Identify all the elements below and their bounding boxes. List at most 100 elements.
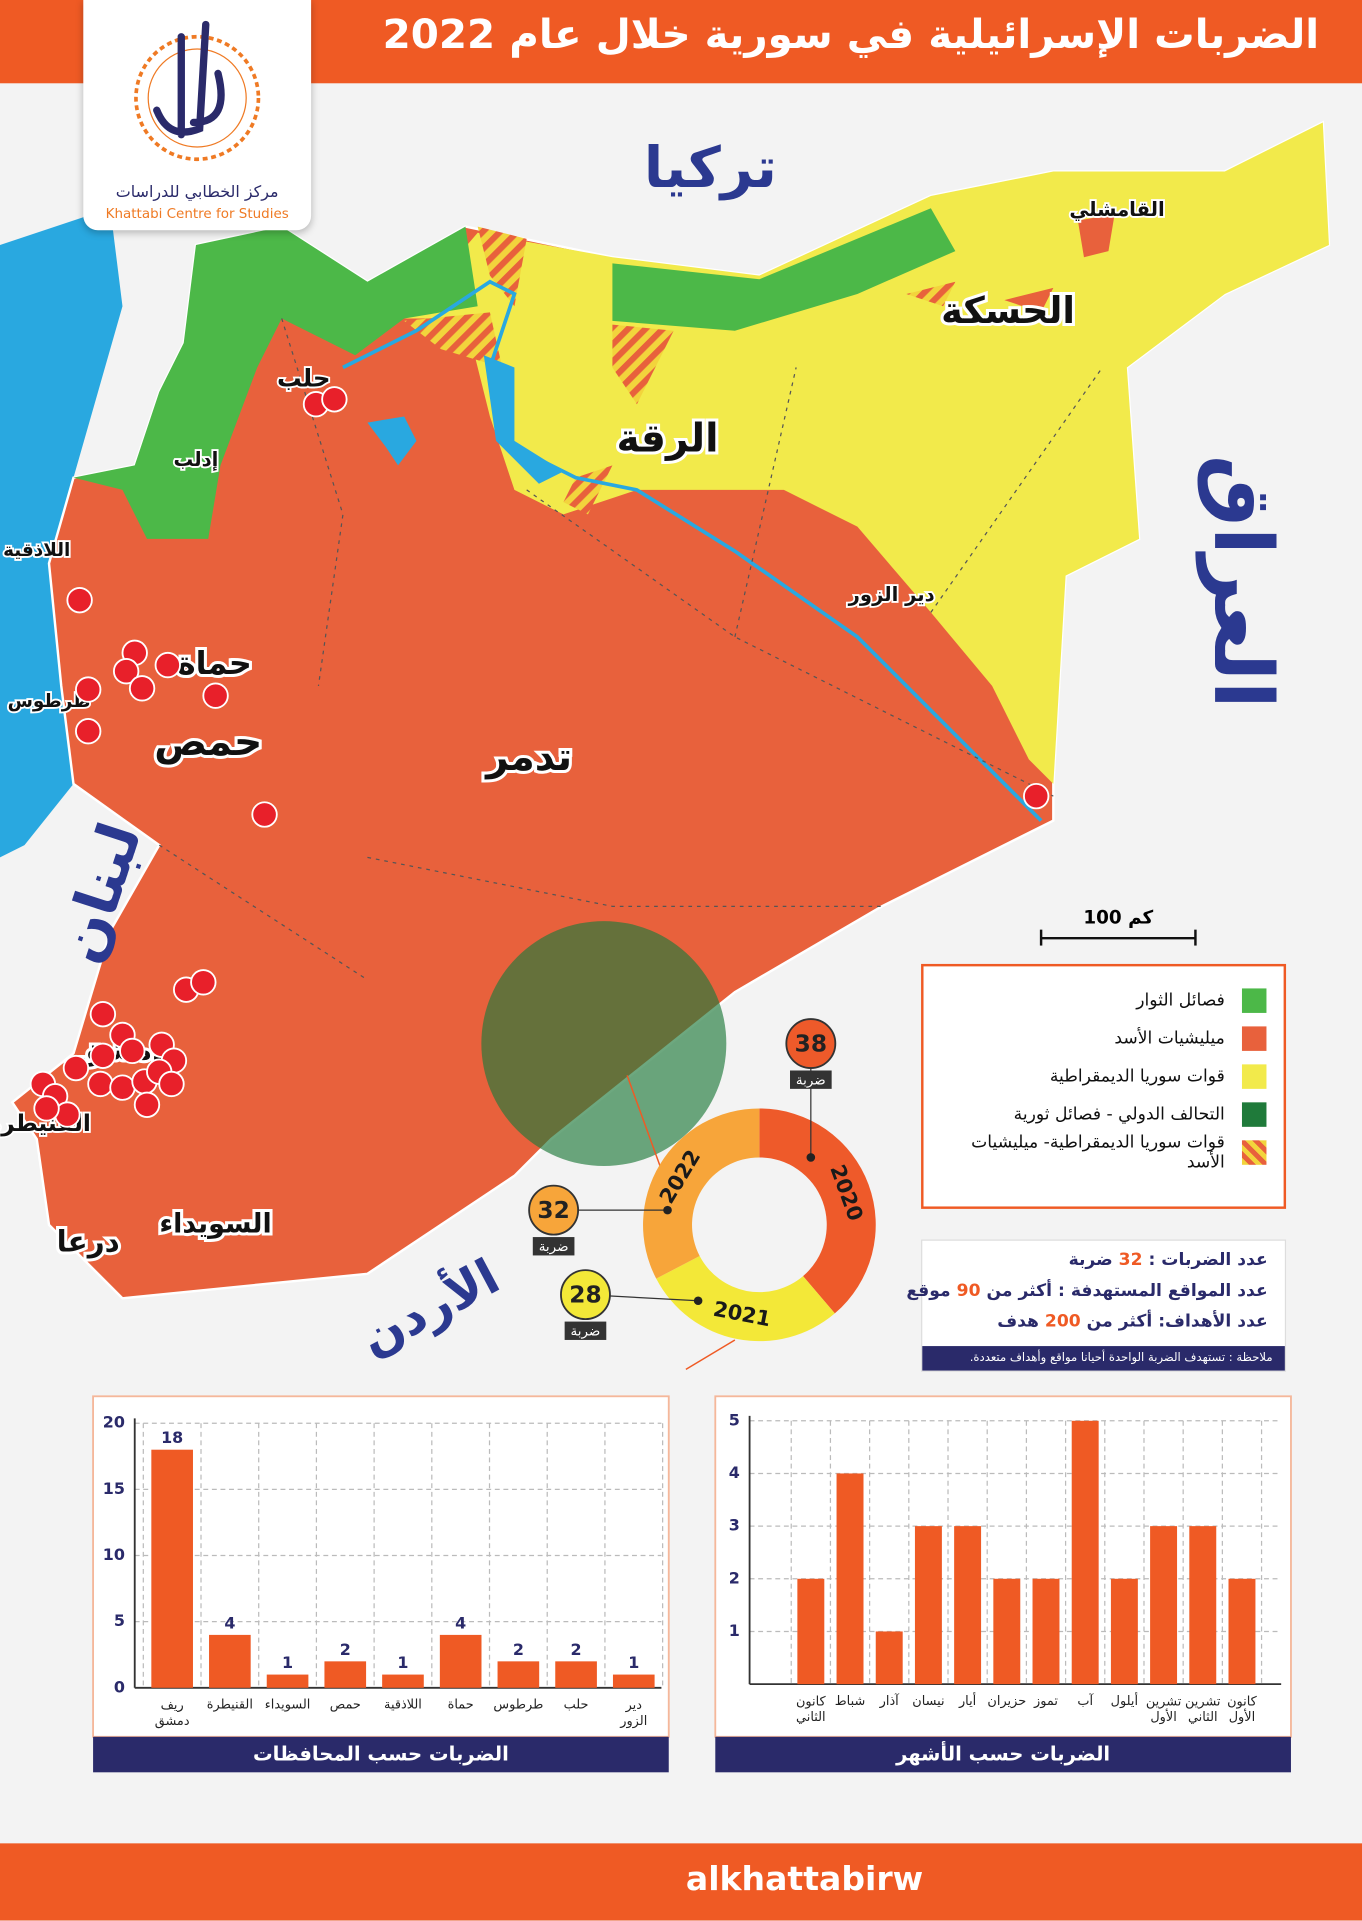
logo-name-ar: مركز الخطابي للدراسات xyxy=(115,183,279,203)
bar xyxy=(1032,1578,1060,1685)
bar xyxy=(324,1661,367,1688)
strike-marker xyxy=(154,651,181,679)
legend-swatch xyxy=(1241,987,1267,1013)
y-tick-label: 10 xyxy=(103,1545,125,1564)
strike-marker xyxy=(112,658,140,685)
city-label: القامشلي xyxy=(1069,198,1164,221)
stat-value: أكثر من 200 هدف xyxy=(997,1311,1153,1332)
x-tick-label: حلب xyxy=(564,1697,589,1712)
data-label: 18 xyxy=(161,1428,183,1447)
strike-marker xyxy=(128,675,156,702)
handle[interactable]: alkhattabirw xyxy=(685,1860,924,1899)
city-label: السويداء xyxy=(159,1208,271,1239)
legend-item: فصائل الثوار xyxy=(941,981,1267,1019)
data-label: 2 xyxy=(513,1640,524,1659)
x-tick-label: حماة xyxy=(448,1697,474,1712)
title-strip xyxy=(715,1736,1291,1773)
legend-item: قوات سوريا الديمقراطية- ميليشيات الأسد xyxy=(941,1133,1267,1172)
y-tick-label: 1 xyxy=(729,1621,740,1640)
bar xyxy=(836,1473,864,1685)
data-label: 1 xyxy=(628,1653,639,1672)
legend-label: فصائل الثوار xyxy=(1136,990,1225,1010)
legend-swatch xyxy=(1241,1140,1267,1165)
bubble xyxy=(785,1018,837,1069)
y-tick-label: 15 xyxy=(103,1479,125,1498)
x-tick-label: نيسان xyxy=(912,1694,944,1709)
bar xyxy=(1189,1526,1217,1685)
strike-marker xyxy=(87,1070,114,1098)
legend-swatch xyxy=(1241,1025,1267,1051)
city-label: الحسكة xyxy=(941,289,1075,332)
bar xyxy=(555,1661,597,1688)
region xyxy=(73,226,478,539)
logo: مركز الخطابي للدراسات Khattabi Centre fo… xyxy=(83,0,312,231)
legend-swatch xyxy=(1241,1101,1267,1127)
bubble xyxy=(528,1184,580,1236)
y-tick-label: 20 xyxy=(103,1413,125,1432)
bar xyxy=(954,1526,982,1685)
note: ملاحظة : تستهدف الضربة الواحدة أحيانا مو… xyxy=(922,1346,1285,1371)
y-tick-label: 2 xyxy=(729,1568,740,1587)
x-tick-label: ريف دمشق xyxy=(155,1697,190,1728)
caption-box xyxy=(564,1321,607,1340)
y-tick-label: 0 xyxy=(114,1677,125,1696)
bar xyxy=(1150,1526,1178,1685)
scale-bar: 100 كم xyxy=(1039,908,1197,946)
bar xyxy=(439,1634,482,1688)
region xyxy=(481,921,727,1167)
bar xyxy=(382,1674,424,1688)
strike-marker xyxy=(190,969,217,996)
city-area xyxy=(1004,214,1115,313)
caption-box xyxy=(790,1070,832,1089)
connector-line xyxy=(626,1075,663,1170)
x-tick-label: حزيران xyxy=(987,1694,1026,1709)
city-label: درعا xyxy=(57,1225,120,1259)
y-tick-label: 5 xyxy=(114,1611,125,1630)
border xyxy=(158,318,1103,981)
strike-marker xyxy=(109,1074,136,1101)
stat-label: عدد الأهداف: xyxy=(1158,1311,1268,1332)
bubble xyxy=(560,1269,611,1321)
x-tick-label: تموز xyxy=(1033,1694,1058,1709)
legend-item: التحالف الدولي - فصائل ثورية xyxy=(941,1095,1267,1133)
legend-label: ميليشيات الأسد xyxy=(1114,1028,1225,1048)
x-tick-label: تشرين الثاني xyxy=(1185,1694,1221,1725)
bar xyxy=(1071,1420,1099,1685)
title-strip xyxy=(93,1736,669,1773)
bar-chart: الضربات حسب الأشهر 1 2 3 4 5 كانون الثاني شباط آذ… xyxy=(714,1395,1292,1773)
data-label: 1 xyxy=(282,1653,293,1672)
legend-item: ميليشيات الأسد xyxy=(941,1019,1267,1057)
bar xyxy=(914,1526,942,1685)
bar xyxy=(612,1674,655,1688)
strike-marker xyxy=(321,386,348,413)
x-tick-label: شباط xyxy=(835,1694,865,1709)
country-label: تركيا xyxy=(644,136,777,201)
stat-value: 32 ضربة xyxy=(1068,1250,1143,1271)
y-tick-label: 3 xyxy=(729,1516,740,1535)
y-tick-label: 4 xyxy=(729,1463,740,1482)
map-labels: تركياالعراقلبنانالأردنالقامشليالحسكةحلبا… xyxy=(0,136,1289,1368)
bar xyxy=(1228,1578,1256,1685)
bar xyxy=(993,1578,1021,1685)
connector-line xyxy=(685,1339,736,1370)
bar xyxy=(266,1674,309,1688)
stat-label: عدد المواقع المستهدفة : xyxy=(1057,1281,1268,1301)
city-label: إدلب xyxy=(174,448,219,471)
city-label: حلب xyxy=(277,364,331,393)
strike-marker xyxy=(89,1042,117,1069)
leader-dot xyxy=(806,1153,816,1162)
data-label-caption: ضربة xyxy=(539,1239,569,1255)
x-tick-label: السويداء xyxy=(265,1697,311,1712)
x-tick-label: آذار xyxy=(879,1693,901,1709)
city-label: تدمر xyxy=(484,735,572,780)
connector xyxy=(626,1075,736,1370)
data-label: 4 xyxy=(455,1613,466,1632)
strike-marker xyxy=(251,801,278,828)
strike-marker xyxy=(133,1091,161,1118)
data-label: 28 xyxy=(569,1281,601,1308)
x-tick-label: اللاذقية xyxy=(384,1697,422,1712)
x-tick-label: كانون الأول xyxy=(1227,1694,1258,1725)
